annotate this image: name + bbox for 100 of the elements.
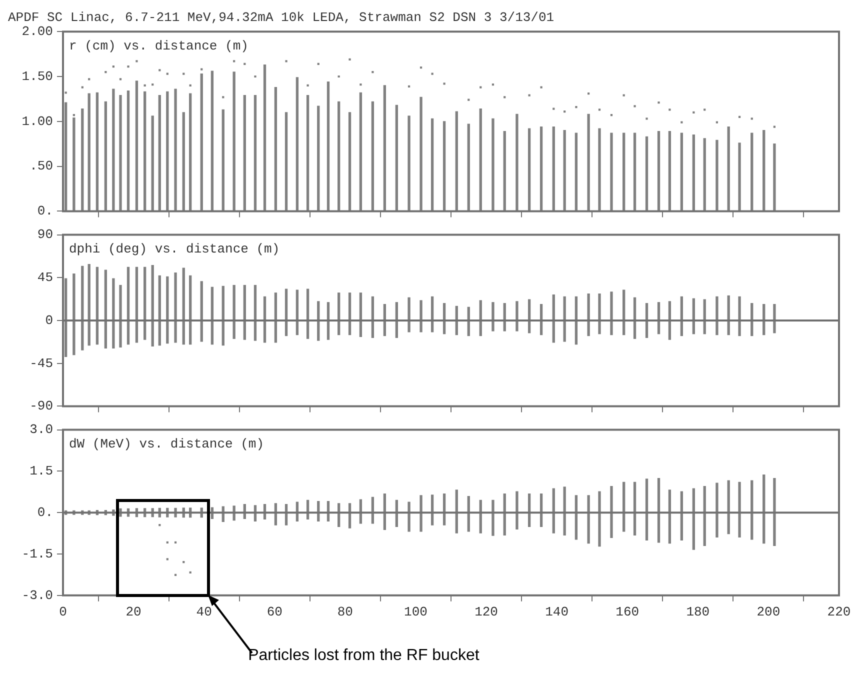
bar <box>598 294 601 334</box>
bar <box>144 266 146 340</box>
bar <box>552 488 555 534</box>
bar <box>104 101 108 212</box>
bar <box>263 64 266 212</box>
bar <box>338 101 340 212</box>
bar <box>222 286 224 346</box>
bar <box>383 85 386 212</box>
bar <box>274 86 278 212</box>
bar <box>96 266 99 345</box>
bar <box>420 96 422 212</box>
bar <box>773 144 776 212</box>
bar <box>210 286 214 345</box>
bar <box>189 93 192 212</box>
bar <box>455 490 458 534</box>
bar <box>359 92 362 212</box>
x-tick-label: 40 <box>196 604 212 620</box>
bar <box>317 106 320 212</box>
bar <box>657 130 660 212</box>
bar <box>467 124 470 212</box>
bar <box>633 482 636 536</box>
bar <box>750 132 754 212</box>
bar <box>563 486 566 536</box>
annotation: dW (MeV) vs. distance (m) <box>69 436 264 452</box>
bar <box>254 284 257 341</box>
bar <box>348 112 352 212</box>
bar <box>716 482 718 538</box>
bar <box>503 130 506 212</box>
bar <box>727 126 730 212</box>
bar <box>182 268 185 345</box>
bar <box>243 95 246 212</box>
bar <box>622 482 626 532</box>
y-tick-label: 1.00 <box>22 114 53 129</box>
y-tick-label: 45 <box>37 270 53 286</box>
bar <box>174 272 177 343</box>
bar <box>773 304 776 334</box>
bar <box>306 95 310 212</box>
y-tick-label: 2.00 <box>22 24 53 40</box>
x-tick-label: 0 <box>59 604 67 620</box>
y-tick-label: 0. <box>37 505 53 520</box>
bar <box>430 118 434 212</box>
bar <box>296 77 299 212</box>
bar <box>371 101 374 212</box>
bar <box>716 140 718 212</box>
annotation: dphi (deg) vs. distance (m) <box>69 242 280 257</box>
bar <box>284 288 288 336</box>
chart-title: APDF SC Linac, 6.7-211 MeV,94.32mA 10k LEDA, Strawman S2 DSN 3 3/13/01 <box>8 10 554 26</box>
bar <box>81 266 84 350</box>
x-tick-label: 140 <box>545 604 569 620</box>
bar <box>587 495 590 544</box>
bar <box>598 491 601 547</box>
bar <box>587 114 590 212</box>
bar <box>773 478 776 546</box>
bar <box>88 93 90 212</box>
bar <box>762 474 766 544</box>
bar <box>455 111 458 212</box>
bar <box>326 82 330 212</box>
bar <box>516 491 518 530</box>
bar <box>574 495 578 540</box>
bar <box>442 121 446 212</box>
bar <box>151 116 154 212</box>
x-tick-label: 180 <box>686 604 710 620</box>
bar <box>200 281 203 342</box>
bar <box>552 126 555 212</box>
bar <box>762 130 766 212</box>
bar <box>119 284 122 348</box>
bar <box>243 284 246 340</box>
x-tick-label: 160 <box>616 604 640 620</box>
bar <box>296 290 299 336</box>
bar <box>104 270 108 348</box>
bar <box>200 73 203 212</box>
bar <box>703 486 706 546</box>
y-tick-label: 1.5 <box>30 464 53 479</box>
bar <box>420 300 422 332</box>
x-tick-label: 80 <box>337 604 353 620</box>
bar <box>232 72 236 212</box>
bar <box>326 302 330 340</box>
bar <box>126 90 130 212</box>
y-tick-label: -3.0 <box>22 588 53 603</box>
y-tick-label: 0. <box>37 204 53 219</box>
x-tick-label: 20 <box>126 604 142 620</box>
bar <box>112 88 115 212</box>
bar <box>692 134 696 212</box>
annotation: r (cm) vs. distance (m) <box>69 38 248 54</box>
y-tick-label: .50 <box>30 158 53 174</box>
bar <box>668 490 672 544</box>
x-tick-label: 220 <box>827 604 851 620</box>
bar <box>119 95 122 212</box>
bar <box>668 130 672 212</box>
bar <box>668 301 672 340</box>
bar <box>408 297 410 332</box>
bar <box>420 495 422 532</box>
bar <box>306 288 310 339</box>
bar <box>692 488 696 550</box>
bar <box>151 264 154 347</box>
bar <box>610 486 613 538</box>
bar <box>479 108 482 212</box>
bar <box>144 91 146 212</box>
bar <box>408 116 410 212</box>
bar <box>703 138 706 212</box>
